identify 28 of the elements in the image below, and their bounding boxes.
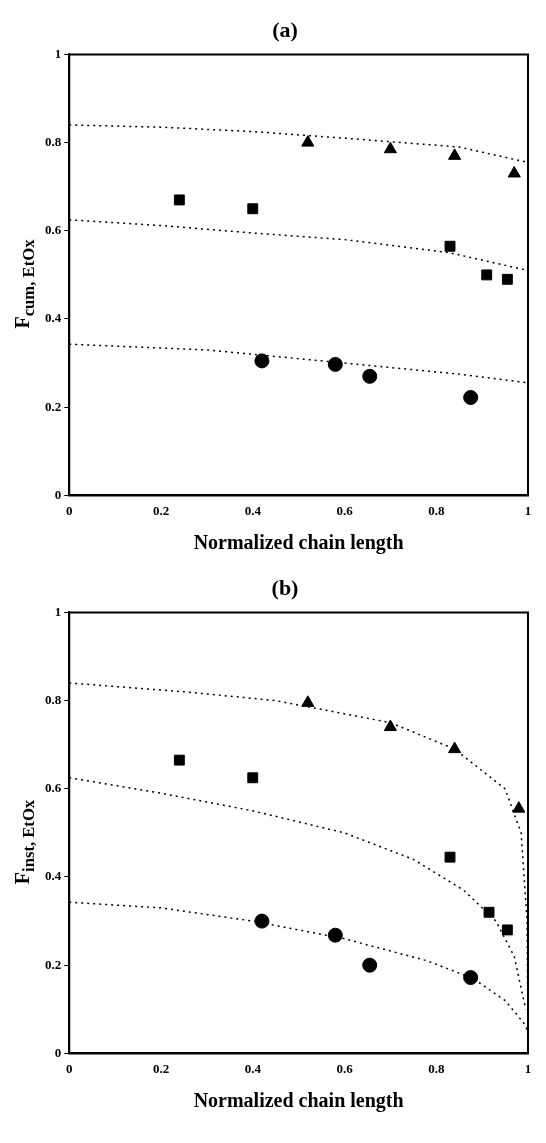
x-tick-label: 0.2 [152, 502, 170, 518]
x-tick-label: 0.4 [244, 1060, 262, 1076]
x-tick-label: 0.8 [428, 502, 445, 518]
x-tick-label: 0 [66, 502, 73, 518]
x-tick-label: 0.6 [336, 502, 354, 518]
x-tick-label: 0.4 [244, 502, 262, 518]
chart-title: (a) [272, 16, 298, 42]
y-tick-label: 0.4 [45, 310, 62, 326]
x-tick-label: 0.8 [428, 1060, 445, 1076]
y-tick-label: 0.8 [45, 691, 62, 707]
x-tick-label: 1 [524, 1060, 532, 1076]
x-axis-title: Normalized chain length [193, 531, 404, 555]
y-tick-label: 0 [54, 1044, 62, 1060]
x-tick-label: 0.6 [336, 1060, 354, 1076]
x-tick-label: 1 [524, 502, 532, 518]
y-tick-label: 1 [54, 45, 62, 61]
y-tick-label: 0.8 [45, 133, 62, 149]
x-axis-title: Normalized chain length [193, 1089, 404, 1113]
y-tick-label: 1 [54, 603, 62, 619]
y-tick-label: 0 [54, 486, 62, 502]
y-tick-label: 0.2 [45, 398, 62, 414]
x-tick-label: 0.2 [152, 1060, 170, 1076]
y-tick-label: 0.4 [45, 868, 62, 884]
y-tick-label: 0.2 [45, 956, 62, 972]
y-tick-label: 0.6 [45, 222, 62, 238]
chart-title: (b) [271, 574, 299, 600]
x-tick-label: 0 [66, 1060, 73, 1076]
y-tick-label: 0.6 [45, 780, 62, 796]
